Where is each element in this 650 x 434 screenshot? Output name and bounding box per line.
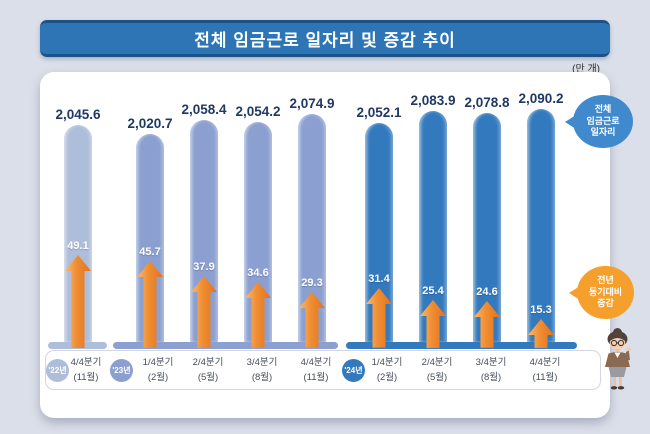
change-bubble-line: 동기대비 bbox=[588, 286, 623, 297]
change-value-label: 29.3 bbox=[301, 277, 323, 290]
quarter-label: 2/4분기 (5월) bbox=[421, 357, 453, 383]
jobs-bar bbox=[527, 108, 555, 342]
change-value-label: 25.4 bbox=[422, 284, 444, 297]
baseline-segment bbox=[113, 342, 338, 349]
change-arrow bbox=[245, 282, 271, 348]
change-arrow bbox=[528, 318, 554, 348]
x-axis-strip bbox=[45, 350, 601, 390]
change-value-label: 45.7 bbox=[139, 246, 161, 259]
quarter-label: 1/4분기 (2월) bbox=[142, 357, 174, 383]
quarter-label: 4/4분기 (11월) bbox=[300, 357, 332, 383]
change-arrow bbox=[65, 254, 91, 348]
quarter-label: 1/4분기 (2월) bbox=[371, 357, 403, 383]
bar-value-label: 2,020.7 bbox=[127, 116, 173, 131]
change-value-label: 49.1 bbox=[67, 239, 89, 252]
quarter-label: 4/4분기 (11월) bbox=[70, 357, 102, 383]
change-arrow bbox=[474, 301, 500, 348]
year-badge: '22년 bbox=[46, 359, 69, 382]
quarter-label: 3/4분기 (8월) bbox=[246, 357, 278, 383]
jobs-legend-bubble: 전체 임금근로 일자리 bbox=[565, 95, 633, 148]
change-arrow bbox=[299, 292, 325, 348]
bar-value-label: 2,083.9 bbox=[410, 93, 456, 109]
bar-chart: 2,045.6 49.1'22년 4/4분기 (11월) 2,020.7 45.7'23년… bbox=[40, 72, 610, 418]
change-arrow bbox=[420, 299, 446, 348]
change-value-label: 37.9 bbox=[193, 260, 215, 273]
change-bubble-line: 증감 bbox=[597, 298, 614, 309]
change-arrow bbox=[191, 275, 217, 348]
jobs-bubble-line: 일자리 bbox=[590, 127, 616, 138]
baseline-segment bbox=[346, 342, 577, 349]
change-bubble-line: 전년 bbox=[597, 275, 614, 286]
title-banner: 전체 임금근로 일자리 및 증감 추이 bbox=[40, 20, 610, 57]
bar-value-label: 2,078.8 bbox=[464, 95, 510, 111]
jobs-bubble-line: 전체 bbox=[594, 104, 612, 115]
bar-value-label: 2,054.2 bbox=[235, 103, 281, 119]
page-title: 전체 임금근로 일자리 및 증감 추이 bbox=[194, 31, 456, 50]
quarter-label: 4/4분기 (11월) bbox=[529, 357, 561, 383]
bar-value-label: 2,045.6 bbox=[55, 107, 101, 123]
bar-value-label: 2,074.9 bbox=[289, 96, 335, 112]
bar-value-label: 2,052.1 bbox=[356, 104, 402, 120]
change-legend-bubble: 전년 동기대비 증감 bbox=[569, 266, 634, 319]
change-arrow bbox=[366, 288, 392, 348]
change-arrow bbox=[137, 261, 163, 348]
quarter-label: 3/4분기 (8월) bbox=[475, 357, 507, 383]
quarter-label: 2/4분기 (5월) bbox=[192, 357, 224, 383]
year-badge: '23년 bbox=[110, 359, 133, 382]
woman-presenter-icon bbox=[605, 328, 631, 390]
jobs-bubble-line: 임금근로 bbox=[586, 115, 620, 126]
year-badge: '24년 bbox=[342, 359, 365, 382]
change-value-label: 31.4 bbox=[368, 273, 390, 286]
change-value-label: 34.6 bbox=[247, 267, 269, 280]
change-value-label: 24.6 bbox=[476, 286, 498, 299]
bar-value-label: 2,090.2 bbox=[518, 90, 564, 106]
change-value-label: 15.3 bbox=[530, 303, 552, 316]
unit-label: (만 개) bbox=[572, 64, 600, 75]
bar-value-label: 2,058.4 bbox=[181, 102, 227, 118]
chart-card: 2,045.6 49.1'22년 4/4분기 (11월) 2,020.7 45.7'23년… bbox=[40, 72, 634, 418]
